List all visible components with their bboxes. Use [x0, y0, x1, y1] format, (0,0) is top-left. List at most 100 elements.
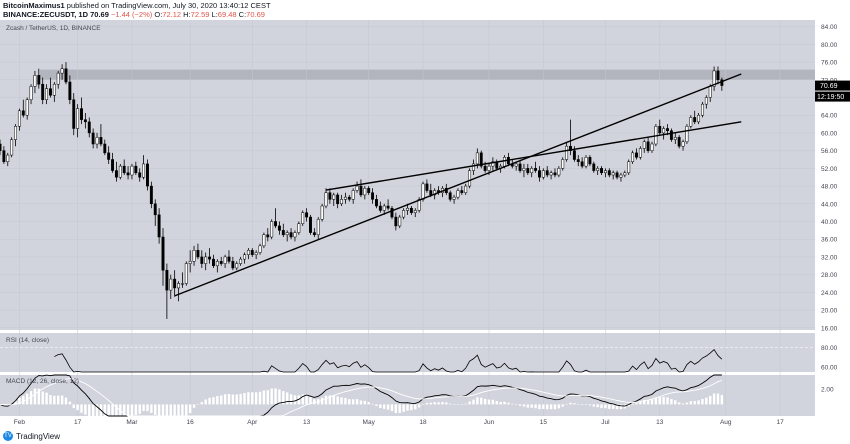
macd-histogram-bar: [483, 398, 487, 405]
candle-body: [355, 185, 359, 191]
candle-body: [29, 86, 33, 100]
macd-histogram-bar: [188, 404, 192, 414]
candle-body: [565, 145, 569, 160]
candle-body: [25, 99, 29, 116]
candle-body: [635, 152, 638, 158]
candle-body: [111, 159, 115, 171]
macd-histogram-bar: [604, 404, 607, 409]
candle-body: [134, 165, 138, 174]
x-tick-label: Jul: [601, 419, 610, 426]
macd-histogram-bar: [33, 388, 37, 405]
candle-body: [270, 221, 274, 238]
macd-histogram-bar: [705, 397, 708, 405]
macd-histogram-bar: [57, 395, 60, 405]
candle-body: [274, 221, 278, 227]
candle-body: [425, 183, 429, 191]
macd-histogram-bar: [216, 396, 219, 405]
candle-body: [623, 172, 627, 176]
candle-body: [406, 207, 409, 211]
candle-body: [328, 192, 332, 200]
macd-histogram-bar: [499, 401, 502, 405]
macd-histogram-bar: [456, 404, 460, 405]
x-tick-label: Jun: [484, 419, 495, 426]
macd-histogram-bar: [146, 404, 149, 412]
macd-histogram-bar: [254, 392, 258, 405]
macd-histogram-bar: [534, 404, 537, 409]
publish-line: BitcoinMaximus1 published on TradingView…: [3, 1, 271, 11]
candle-body: [526, 168, 530, 174]
candle-body: [518, 163, 522, 171]
candle-body: [541, 170, 545, 178]
macd-histogram-bar: [297, 395, 301, 405]
price-axis[interactable]: 84.0080.0076.0072.0068.0064.0060.0056.00…: [821, 24, 838, 393]
candle-body: [17, 110, 21, 127]
candle-body: [343, 196, 347, 200]
candle-body: [146, 163, 149, 187]
macd-histogram-bar: [421, 404, 425, 405]
candle-body: [52, 83, 56, 96]
candle-body: [607, 170, 611, 176]
x-tick-label: 16: [187, 419, 195, 426]
candle-body: [332, 194, 336, 200]
macd-histogram-bar: [709, 395, 712, 405]
candle-body: [219, 261, 223, 264]
candle-body: [126, 172, 130, 176]
time-axis[interactable]: Feb 17 Mar 16 Apr 13 May 18 Jun 15 Jul 13 Aug 17: [14, 419, 784, 426]
macd-histogram-bar: [448, 403, 452, 405]
macd-histogram-bar: [476, 397, 479, 405]
macd-histogram-bar: [251, 392, 254, 405]
macd-histogram-bar: [429, 402, 432, 405]
macd-histogram-bar: [68, 401, 72, 405]
macd-histogram-bar: [639, 401, 642, 405]
candle-body: [138, 172, 142, 178]
macd-histogram-bar: [53, 395, 56, 405]
macd-histogram-bar: [185, 404, 188, 416]
macd-histogram-bar: [596, 404, 599, 408]
macd-histogram-bar: [658, 397, 661, 405]
macd-histogram-bar: [611, 404, 615, 409]
macd-histogram-bar: [379, 404, 382, 409]
rsi-pane-bg: [0, 333, 815, 372]
macd-tick-label: 2.00: [821, 386, 834, 393]
candle-body: [669, 130, 673, 140]
macd-histogram-bar: [654, 397, 658, 405]
candle-body: [359, 185, 363, 196]
candle-body: [320, 205, 324, 220]
candle-body: [157, 214, 161, 238]
macd-histogram-bar: [212, 397, 215, 405]
macd-histogram-bar: [29, 390, 33, 405]
candle-body: [192, 250, 196, 262]
open-label: O:: [154, 10, 163, 19]
macd-histogram-bar: [289, 394, 293, 405]
candle-body: [662, 128, 666, 134]
macd-histogram-bar: [177, 404, 180, 416]
macd-histogram-bar: [363, 400, 367, 405]
candle-body: [681, 141, 685, 147]
macd-histogram-bar: [600, 404, 603, 409]
candle-body: [596, 168, 600, 171]
chart-canvas[interactable]: 84.0080.0076.0072.0068.0064.0060.0056.00…: [0, 20, 850, 429]
macd-histogram-bar: [282, 391, 285, 405]
macd-histogram-bar: [592, 404, 595, 407]
candle-body: [580, 161, 584, 167]
candle-body: [227, 256, 231, 262]
footer-brand[interactable]: TV TradingView: [3, 429, 60, 443]
x-tick-label: 18: [419, 419, 427, 426]
publisher-name[interactable]: BitcoinMaximus1: [3, 1, 65, 10]
macd-histogram-bar: [340, 397, 343, 405]
macd-histogram-bar: [227, 393, 231, 405]
candle-body: [76, 108, 80, 129]
candle-body: [281, 230, 285, 236]
macd-histogram-bar: [243, 393, 246, 405]
y-tick-label: 40.00: [821, 219, 838, 226]
macd-histogram-bar: [685, 402, 689, 405]
channel-line: [325, 121, 742, 191]
high-value: 72.59: [190, 10, 210, 19]
candle-body: [266, 234, 270, 238]
macd-histogram-bar: [677, 402, 681, 405]
candle-body: [114, 170, 118, 178]
candle-body: [161, 236, 165, 271]
macd-histogram-bar: [495, 401, 498, 405]
macd-histogram-bar: [231, 394, 235, 405]
candle-body: [99, 137, 103, 145]
